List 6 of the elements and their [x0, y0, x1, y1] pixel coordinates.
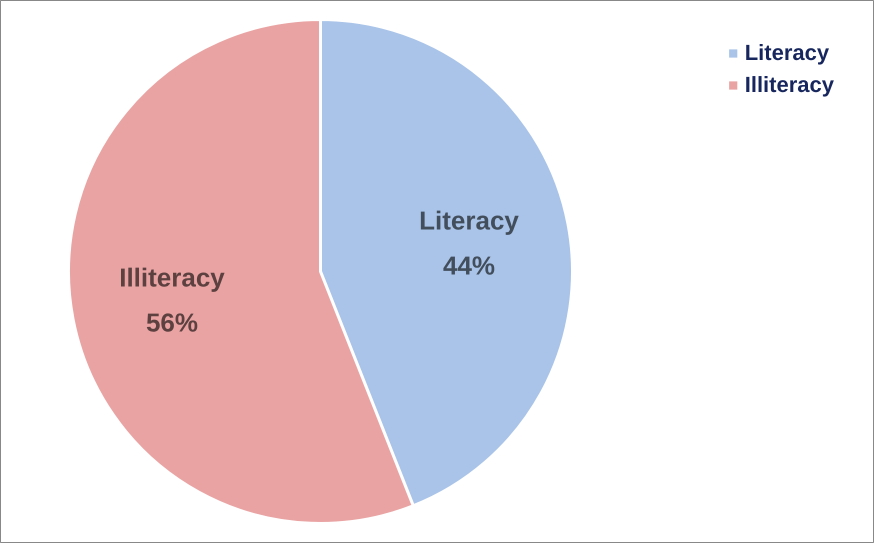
data-label: 44% — [443, 250, 496, 281]
data-label: 56% — [146, 307, 198, 338]
legend-label: Literacy — [744, 40, 830, 66]
slice-label: Literacy — [419, 206, 520, 236]
slice-label: Illiteracy — [119, 262, 226, 292]
legend-label: Illiteracy — [744, 72, 834, 98]
